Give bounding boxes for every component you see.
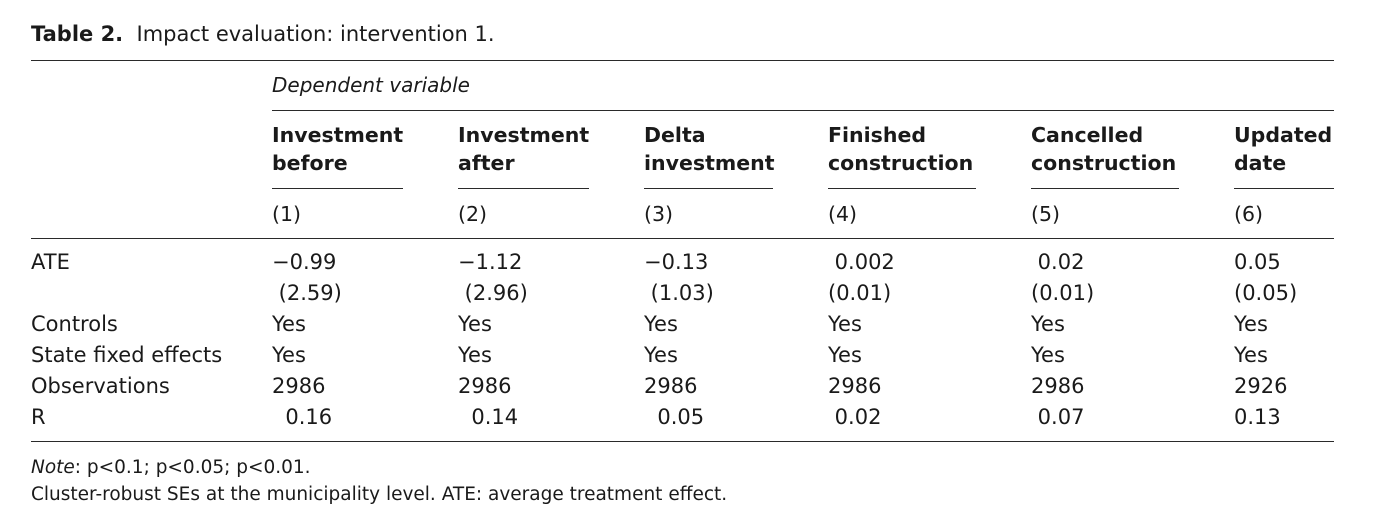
row-label: ATE bbox=[31, 250, 70, 274]
column-header-2: Investment after bbox=[458, 121, 589, 177]
column-header-underline bbox=[1031, 188, 1179, 189]
table-cell: Yes bbox=[1234, 312, 1268, 336]
dependent-variable-label: Dependent variable bbox=[272, 73, 470, 97]
column-header-underline bbox=[828, 188, 976, 189]
column-header-line1: Investment bbox=[272, 123, 404, 147]
table-cell: (1.03) bbox=[644, 281, 714, 305]
table-cell: 0.05 bbox=[1234, 250, 1281, 274]
row-label: R bbox=[31, 405, 46, 429]
table-cell: 0.16 bbox=[272, 405, 333, 429]
column-header-line2: after bbox=[458, 151, 515, 175]
column-header-line2: date bbox=[1234, 151, 1287, 175]
table-cell: 0.05 bbox=[644, 405, 705, 429]
table-cell: −0.99 bbox=[272, 250, 337, 274]
row-label: Controls bbox=[31, 312, 118, 336]
table-cell: 2986 bbox=[828, 374, 882, 398]
table-cell: Yes bbox=[1031, 343, 1065, 367]
column-number: (4) bbox=[828, 202, 858, 226]
column-header-3: Delta investment bbox=[644, 121, 775, 177]
column-number: (5) bbox=[1031, 202, 1061, 226]
column-header-5: Cancelled construction bbox=[1031, 121, 1176, 177]
column-header-line1: Finished bbox=[828, 123, 927, 147]
table-cell: 2986 bbox=[644, 374, 698, 398]
column-number: (2) bbox=[458, 202, 488, 226]
table-cell: (0.01) bbox=[1031, 281, 1095, 305]
table-note: Note: p<0.1; p<0.05; p<0.01. bbox=[31, 457, 311, 478]
table-caption: Impact evaluation: intervention 1. bbox=[136, 22, 495, 46]
table-cell: Yes bbox=[828, 343, 862, 367]
table-cell: Yes bbox=[828, 312, 862, 336]
column-header-line1: Investment bbox=[458, 123, 590, 147]
column-header-underline bbox=[458, 188, 589, 189]
column-header-underline bbox=[272, 188, 403, 189]
bottom-rule bbox=[31, 441, 1334, 442]
column-header-line1: Updated bbox=[1234, 123, 1333, 147]
column-number: (1) bbox=[272, 202, 302, 226]
top-rule bbox=[31, 60, 1334, 61]
column-header-line2: before bbox=[272, 151, 348, 175]
column-number: (3) bbox=[644, 202, 674, 226]
table-cell: Yes bbox=[272, 343, 306, 367]
table-cell: (2.59) bbox=[272, 281, 342, 305]
column-header-line2: investment bbox=[644, 151, 775, 175]
table-cell: Yes bbox=[458, 312, 492, 336]
note-label: Note bbox=[31, 457, 75, 478]
table-footnote: Cluster-robust SEs at the municipality l… bbox=[31, 484, 728, 505]
column-number: (6) bbox=[1234, 202, 1264, 226]
table-cell: (0.05) bbox=[1234, 281, 1298, 305]
column-header-4: Finished construction bbox=[828, 121, 973, 177]
table-cell: 2986 bbox=[458, 374, 512, 398]
table-cell: Yes bbox=[458, 343, 492, 367]
column-header-underline bbox=[644, 188, 773, 189]
table-label: Table 2. bbox=[31, 22, 124, 46]
column-header-underline bbox=[1234, 188, 1334, 189]
table-cell: Yes bbox=[644, 343, 678, 367]
table-title: Table 2. Impact evaluation: intervention… bbox=[31, 22, 495, 46]
column-header-6: Updated date bbox=[1234, 121, 1332, 177]
table-cell: Yes bbox=[272, 312, 306, 336]
column-header-line2: construction bbox=[1031, 151, 1177, 175]
table-cell: 2986 bbox=[1031, 374, 1085, 398]
table-cell: (0.01) bbox=[828, 281, 892, 305]
table-cell: Yes bbox=[1031, 312, 1065, 336]
table-cell: (2.96) bbox=[458, 281, 528, 305]
table-cell: 2926 bbox=[1234, 374, 1288, 398]
row-label: Observations bbox=[31, 374, 170, 398]
table-cell: Yes bbox=[1234, 343, 1268, 367]
column-header-line1: Cancelled bbox=[1031, 123, 1144, 147]
row-label: State fixed effects bbox=[31, 343, 223, 367]
table-cell: 2986 bbox=[272, 374, 326, 398]
header-bottom-rule bbox=[31, 238, 1334, 239]
column-header-line1: Delta bbox=[644, 123, 706, 147]
dependent-rule bbox=[272, 110, 1334, 111]
table-cell: 0.07 bbox=[1031, 405, 1085, 429]
note-text: : p<0.1; p<0.05; p<0.01. bbox=[74, 457, 311, 478]
table-cell: −0.13 bbox=[644, 250, 709, 274]
table-cell: 0.13 bbox=[1234, 405, 1281, 429]
table-cell: 0.02 bbox=[828, 405, 882, 429]
column-header-line2: construction bbox=[828, 151, 974, 175]
table-cell: 0.02 bbox=[1031, 250, 1085, 274]
table-cell: −1.12 bbox=[458, 250, 523, 274]
table-cell: 0.14 bbox=[458, 405, 519, 429]
table-cell: 0.002 bbox=[828, 250, 895, 274]
table-cell: Yes bbox=[644, 312, 678, 336]
column-header-1: Investment before bbox=[272, 121, 403, 177]
